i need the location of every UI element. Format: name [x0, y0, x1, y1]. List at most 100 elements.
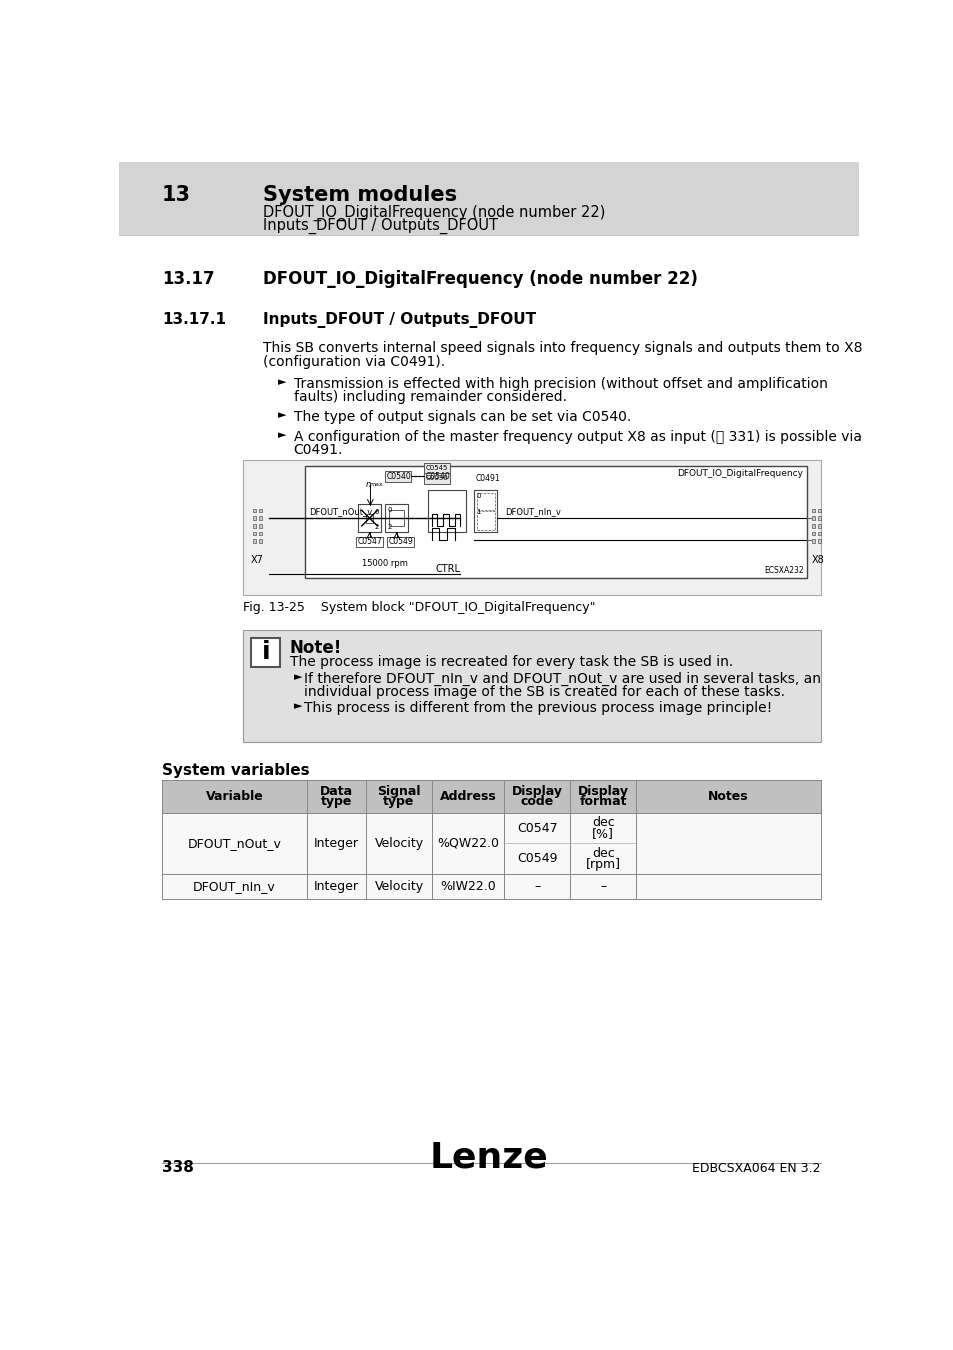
Text: code: code	[520, 795, 554, 809]
Text: Note!: Note!	[290, 640, 342, 657]
Bar	[423, 472, 450, 483]
Bar	[818, 516, 821, 520]
Text: Inputs_DFOUT / Outputs_DFOUT: Inputs_DFOUT / Outputs_DFOUT	[262, 312, 536, 328]
Text: Integer: Integer	[314, 837, 358, 850]
Bar	[253, 539, 255, 543]
Bar	[818, 524, 821, 528]
Text: dec: dec	[591, 846, 614, 860]
Text: EDBCSXA064 EN 3.2: EDBCSXA064 EN 3.2	[691, 1161, 820, 1174]
Text: n: n	[365, 481, 371, 489]
Text: DFOUT_IO_DigitalFrequency (node number 22): DFOUT_IO_DigitalFrequency (node number 2…	[262, 204, 604, 220]
Bar	[258, 516, 261, 520]
Bar	[162, 780, 820, 813]
Text: The process image is recreated for every task the SB is used in.: The process image is recreated for every…	[290, 655, 732, 668]
Bar	[818, 532, 821, 536]
Bar	[423, 463, 450, 474]
Text: faults) including remainder considered.: faults) including remainder considered.	[294, 390, 566, 404]
Text: C0549: C0549	[389, 537, 414, 547]
Bar	[253, 524, 255, 528]
Text: Transmission is effected with high precision (without offset and amplification: Transmission is effected with high preci…	[294, 377, 826, 392]
Bar	[258, 524, 261, 528]
Bar	[811, 516, 815, 520]
Bar	[818, 509, 821, 513]
Text: DFOUT_nIn_v: DFOUT_nIn_v	[505, 506, 560, 516]
Text: DFOUT_nOut_v: DFOUT_nOut_v	[187, 837, 281, 850]
Text: CTRL: CTRL	[435, 564, 460, 574]
Bar	[357, 505, 381, 532]
Text: 13.17.1: 13.17.1	[162, 312, 226, 327]
Text: This process is different from the previous process image principle!: This process is different from the previ…	[303, 701, 771, 716]
Text: [%]: [%]	[592, 828, 614, 840]
Text: Display: Display	[578, 784, 628, 798]
Text: dec: dec	[591, 817, 614, 829]
Bar	[476, 493, 495, 510]
Text: The type of output signals can be set via C0540.: The type of output signals can be set vi…	[294, 410, 630, 424]
Text: ►: ►	[278, 377, 286, 387]
Text: 0: 0	[476, 494, 480, 499]
Text: 0: 0	[375, 509, 379, 514]
Text: Inputs_DFOUT / Outputs_DFOUT: Inputs_DFOUT / Outputs_DFOUT	[262, 217, 497, 234]
Text: System modules: System modules	[262, 185, 456, 205]
Text: 2: 2	[375, 524, 379, 531]
Text: max: max	[369, 482, 383, 486]
Text: [rpm]: [rpm]	[585, 857, 620, 871]
Text: Data: Data	[319, 784, 353, 798]
Text: A configuration of the master frequency output X8 as input (⎙ 331) is possible v: A configuration of the master frequency …	[294, 429, 861, 444]
Bar	[811, 532, 815, 536]
Text: %QW22.0: %QW22.0	[436, 837, 498, 850]
Text: ►: ►	[278, 410, 286, 420]
Bar	[423, 471, 450, 482]
Text: C0030: C0030	[425, 475, 448, 482]
Text: C0491: C0491	[476, 474, 500, 483]
Text: 2: 2	[387, 524, 392, 531]
Bar	[811, 539, 815, 543]
Text: 13: 13	[162, 185, 191, 205]
Text: DFOUT_nOut_v: DFOUT_nOut_v	[309, 508, 372, 517]
Text: C0545: C0545	[425, 466, 447, 471]
Bar	[476, 512, 495, 529]
Bar	[427, 490, 466, 532]
Text: 1: 1	[476, 509, 480, 514]
Bar	[253, 509, 255, 513]
Text: This SB converts internal speed signals into frequency signals and outputs them : This SB converts internal speed signals …	[262, 342, 862, 355]
Text: 338: 338	[162, 1160, 193, 1174]
Bar	[119, 162, 858, 235]
Text: DFOUT_IO_DigitalFrequency (node number 22): DFOUT_IO_DigitalFrequency (node number 2…	[262, 270, 697, 288]
Text: System variables: System variables	[162, 763, 309, 779]
Text: ►: ►	[278, 429, 286, 440]
Text: C0491.: C0491.	[294, 443, 343, 458]
Text: –: –	[534, 880, 540, 894]
Text: If therefore DFOUT_nIn_v and DFOUT_nOut_v are used in several tasks, an: If therefore DFOUT_nIn_v and DFOUT_nOut_…	[303, 672, 820, 686]
Text: X7: X7	[251, 555, 264, 564]
Text: C0540: C0540	[386, 471, 411, 481]
Text: C0547: C0547	[357, 537, 382, 547]
Text: Display: Display	[512, 784, 562, 798]
Bar	[365, 513, 373, 522]
Text: DFOUT_nIn_v: DFOUT_nIn_v	[193, 880, 275, 894]
Text: %IW22.0: %IW22.0	[440, 880, 496, 894]
Bar	[253, 516, 255, 520]
Bar	[258, 509, 261, 513]
Bar	[243, 630, 820, 741]
Text: Velocity: Velocity	[375, 880, 423, 894]
Text: Address: Address	[439, 790, 497, 803]
Text: (configuration via C0491).: (configuration via C0491).	[262, 355, 444, 370]
Text: Signal: Signal	[376, 784, 420, 798]
Text: –: –	[599, 880, 606, 894]
Text: ECSXA232: ECSXA232	[764, 567, 803, 575]
Bar	[385, 505, 408, 532]
Bar	[162, 813, 820, 875]
Bar	[162, 875, 820, 899]
Bar	[253, 532, 255, 536]
Bar	[243, 460, 820, 595]
Bar	[474, 490, 497, 532]
Text: type: type	[383, 795, 415, 809]
Text: ►: ►	[294, 672, 302, 682]
Bar	[389, 510, 404, 526]
Text: X8: X8	[811, 555, 824, 564]
Bar	[356, 536, 382, 547]
Text: 13.17: 13.17	[162, 270, 214, 288]
Text: 0: 0	[387, 508, 392, 513]
Text: Lenze: Lenze	[429, 1141, 548, 1174]
Text: individual process image of the SB is created for each of these tasks.: individual process image of the SB is cr…	[303, 684, 784, 699]
